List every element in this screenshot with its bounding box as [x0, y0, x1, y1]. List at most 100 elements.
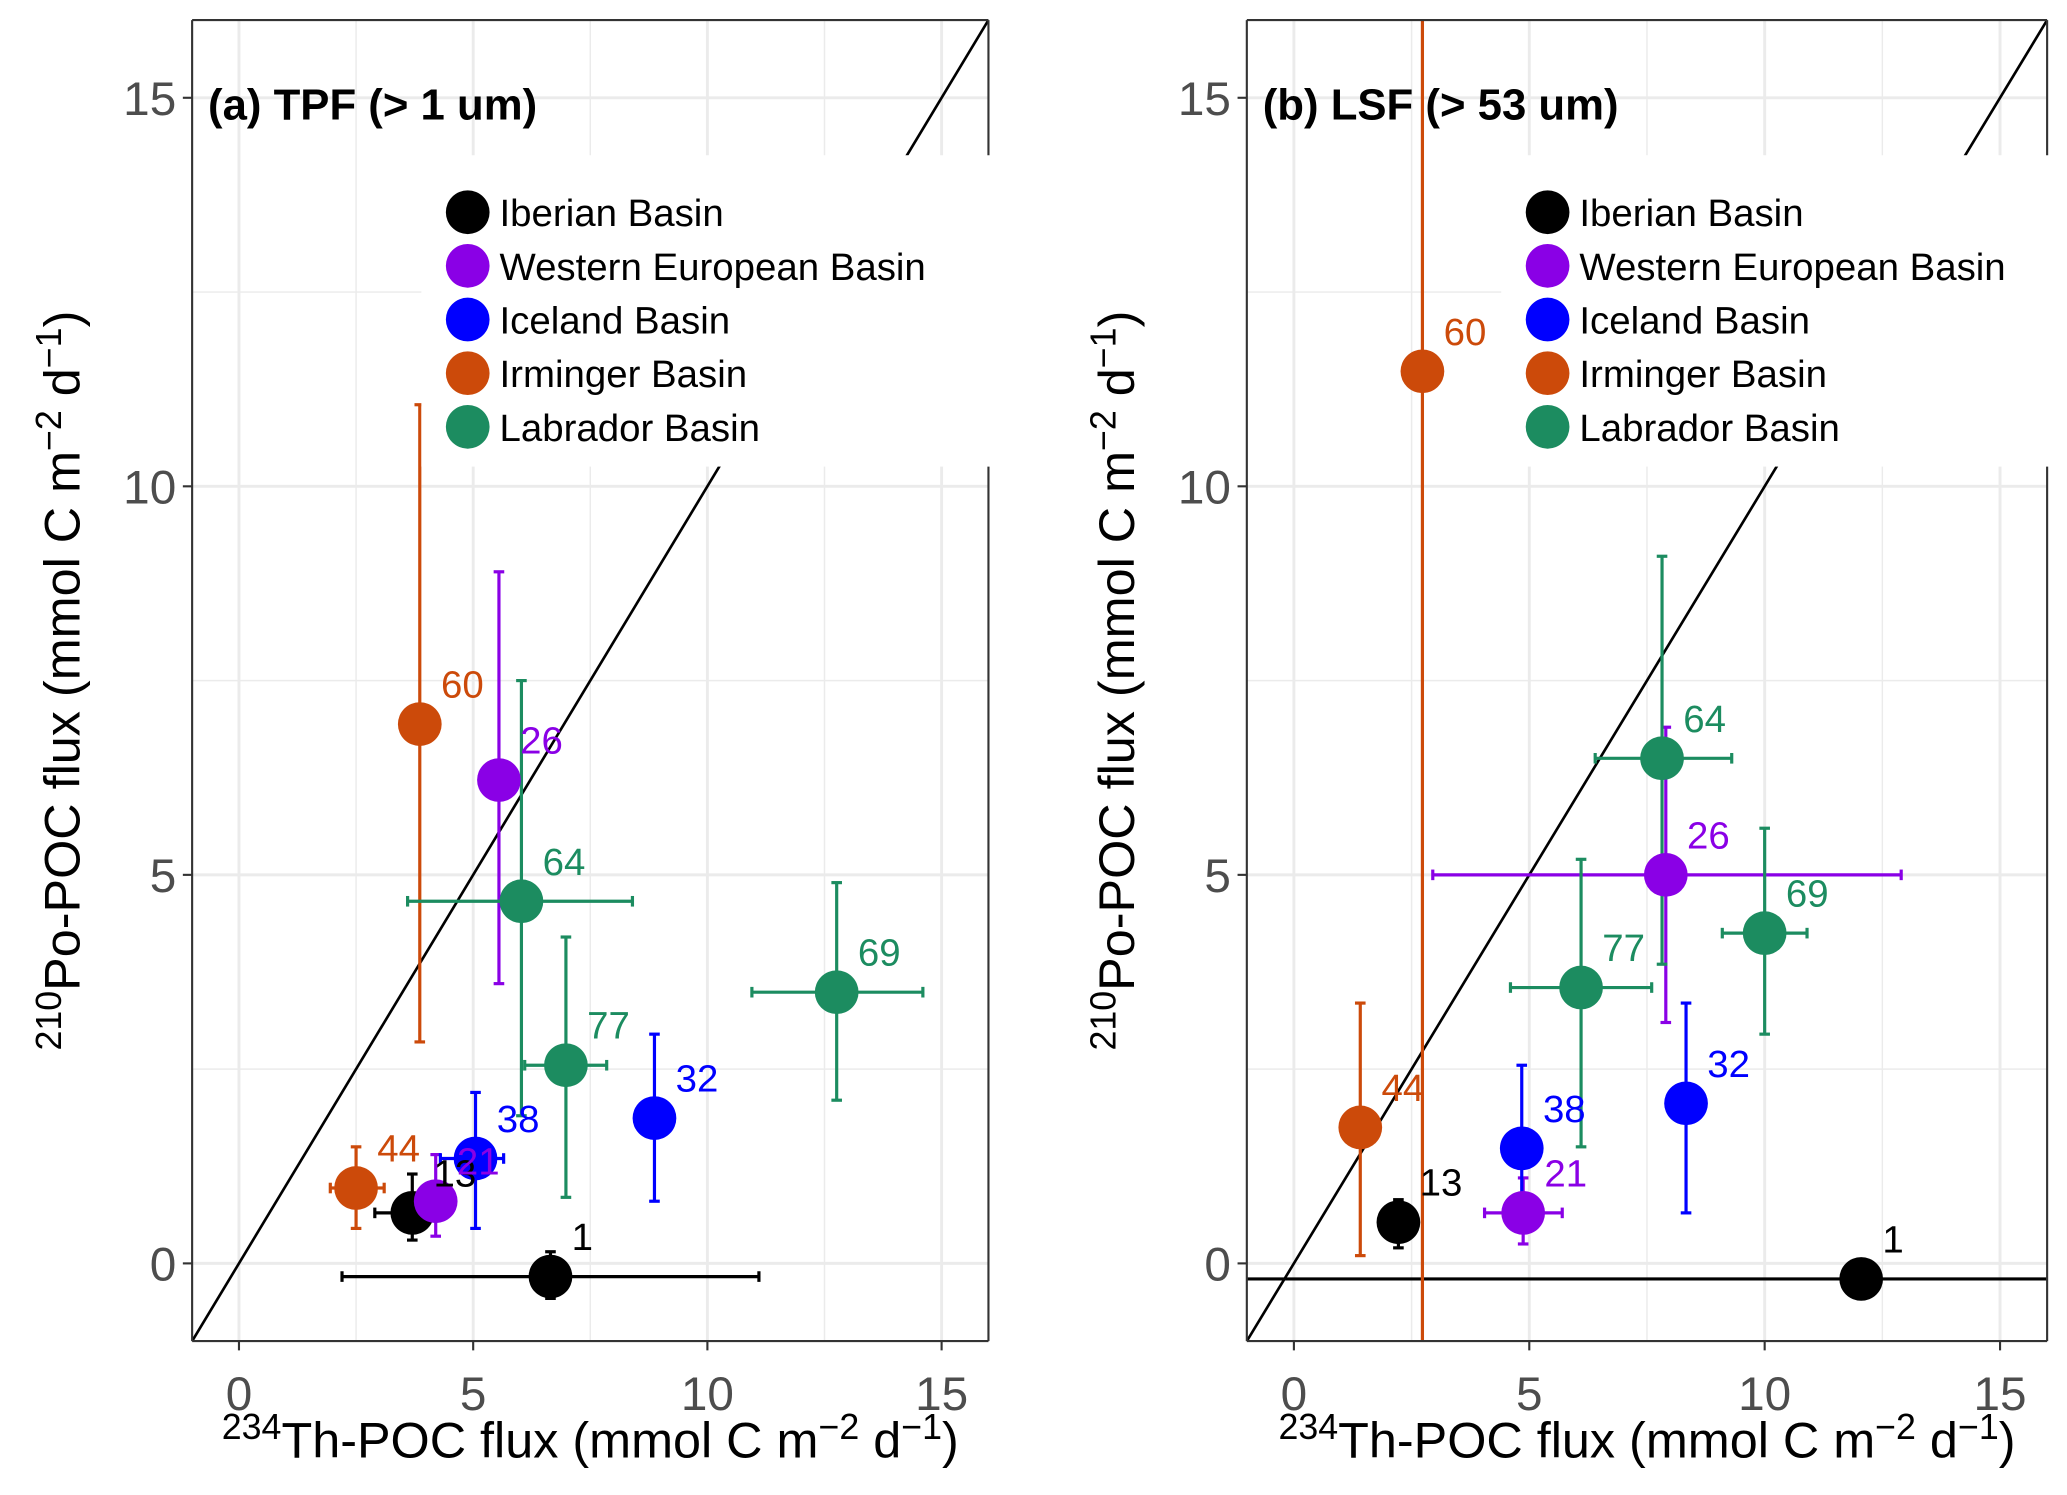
- x-tick-label: 10: [681, 1368, 734, 1421]
- data-point-station-21: [413, 1179, 458, 1224]
- legend-label: Labrador Basin: [1579, 407, 1839, 450]
- legend-label: Iberian Basin: [1579, 192, 1803, 235]
- data-point-station-44: [1338, 1105, 1383, 1150]
- y-tick-label: 0: [1204, 1239, 1231, 1292]
- point-label-station-64: 64: [1683, 698, 1726, 741]
- data-point-station-32: [1664, 1081, 1708, 1126]
- axis-title-text: d: [34, 368, 91, 410]
- axis-title-text: ): [1088, 311, 1145, 328]
- y-tick-label: 10: [123, 462, 176, 515]
- axis-title-superscript: −2: [1875, 1407, 1916, 1447]
- x-tick-label: 10: [1738, 1368, 1791, 1421]
- error-bars-station-60: [1420, 20, 1425, 1342]
- legend-key-labrador-basin: [445, 404, 490, 449]
- axis-title-superscript: 210: [1084, 991, 1124, 1051]
- axis-title-text: d: [1088, 368, 1145, 410]
- axis-title-superscript: 234: [1278, 1407, 1338, 1447]
- data-point-station-26: [477, 758, 521, 802]
- legend-key-iberian-basin: [445, 190, 490, 235]
- data-point-station-1: [528, 1254, 573, 1299]
- legend-label: Western European Basin: [1579, 246, 2005, 289]
- legend-key-irminger-basin: [445, 351, 490, 396]
- point-label-station-1: 1: [1882, 1218, 1903, 1261]
- point-label-station-44: 44: [1381, 1067, 1424, 1110]
- x-tick-label: 15: [915, 1368, 968, 1421]
- axis-title-text: Po-POC flux (mmol C m: [1088, 451, 1145, 991]
- data-point-station-64: [1640, 736, 1684, 781]
- legend-key-western-european-basin: [445, 244, 490, 288]
- point-label-station-21: 21: [1544, 1152, 1587, 1195]
- point-label-station-26: 26: [520, 720, 563, 763]
- axis-title-superscript: −1: [1084, 327, 1124, 368]
- point-label-station-60: 60: [1444, 311, 1487, 354]
- y-axis-title: 210Po-POC flux (mmol C m−2 d−1): [1084, 311, 1146, 1051]
- x-tick-label: 5: [1516, 1368, 1543, 1421]
- point-label-station-13: 13: [1420, 1162, 1463, 1205]
- data-point-station-1: [1839, 1257, 1884, 1301]
- y-tick-label: 5: [150, 850, 177, 903]
- legend-label: Labrador Basin: [500, 407, 760, 450]
- point-label-station-1: 1: [572, 1216, 593, 1259]
- y-tick-label: 15: [1178, 73, 1231, 126]
- error-bars-station-1: [1246, 1277, 2048, 1281]
- axis-title-superscript: −1: [901, 1407, 942, 1447]
- legend-label: Irminger Basin: [1579, 353, 1827, 396]
- x-axis-title: 234Th-POC flux (mmol C m−2 d−1): [1278, 1407, 2015, 1469]
- point-label-station-77: 77: [1602, 927, 1645, 970]
- point-label-station-64: 64: [543, 841, 586, 884]
- data-point-station-13: [1376, 1200, 1421, 1245]
- axis-title-text: Po-POC flux (mmol C m: [34, 451, 91, 991]
- axis-title-text: ): [1999, 1412, 2016, 1469]
- data-point-station-60: [397, 702, 442, 746]
- data-point-station-44: [334, 1166, 378, 1210]
- data-point-station-77: [544, 1043, 588, 1088]
- axis-title-superscript: −2: [29, 410, 69, 451]
- axis-title-text: ): [942, 1412, 959, 1469]
- axis-title-superscript: 210: [29, 991, 69, 1051]
- panel-b: 1 13 21 26 38 32 60 44 64 77 69 Iberian Basin Wester…: [1084, 19, 2067, 1469]
- legend-label: Iberian Basin: [500, 192, 724, 235]
- y-tick-label: 0: [150, 1239, 177, 1292]
- x-tick-label: 0: [1281, 1368, 1308, 1421]
- point-label-station-38: 38: [497, 1098, 540, 1141]
- point-label-station-32: 32: [676, 1058, 719, 1101]
- legend-label: Iceland Basin: [500, 299, 731, 342]
- data-point-station-32: [632, 1096, 677, 1140]
- axis-title-superscript: −2: [1084, 410, 1124, 451]
- point-label-station-32: 32: [1707, 1043, 1750, 1086]
- y-tick-label: 15: [123, 73, 176, 126]
- legend-label: Iceland Basin: [1579, 299, 1810, 342]
- point-label-station-69: 69: [858, 932, 901, 975]
- legend-label: Western European Basin: [500, 246, 926, 289]
- legend-key-western-european-basin: [1525, 244, 1570, 288]
- data-point-station-69: [1742, 911, 1787, 955]
- x-axis-title: 234Th-POC flux (mmol C m−2 d−1): [222, 1407, 959, 1469]
- legend-key-irminger-basin: [1525, 351, 1570, 396]
- axis-title-text: d: [859, 1412, 901, 1469]
- data-point-station-38: [1499, 1126, 1544, 1171]
- x-tick-label: 15: [1974, 1368, 2027, 1421]
- panel-title: (a) TPF (> 1 um): [208, 80, 537, 129]
- y-axis-title: 210Po-POC flux (mmol C m−2 d−1): [29, 311, 91, 1051]
- data-point-station-26: [1643, 852, 1688, 897]
- legend: Iberian Basin Western European Basin Icela…: [1501, 155, 2067, 467]
- axis-title-text: Th-POC flux (mmol C m: [1338, 1412, 1875, 1469]
- axis-title-superscript: −1: [1958, 1407, 1999, 1447]
- data-point-station-77: [1559, 965, 1603, 1010]
- data-point-station-60: [1400, 349, 1445, 394]
- panel-title: (b) LSF (> 53 um): [1263, 80, 1619, 129]
- y-tick-label: 10: [1178, 462, 1231, 515]
- point-label-station-44: 44: [377, 1128, 420, 1171]
- axis-title-text: Th-POC flux (mmol C m: [281, 1412, 818, 1469]
- axis-title-superscript: −1: [29, 327, 69, 368]
- legend-label: Irminger Basin: [500, 353, 748, 396]
- panel-border: [1245, 19, 2049, 1343]
- axis-title-text: d: [1916, 1412, 1958, 1469]
- point-label-station-13: 13: [433, 1152, 476, 1195]
- point-label-station-21: 21: [457, 1141, 500, 1184]
- legend-key-labrador-basin: [1525, 404, 1570, 449]
- point-label-station-38: 38: [1543, 1088, 1586, 1131]
